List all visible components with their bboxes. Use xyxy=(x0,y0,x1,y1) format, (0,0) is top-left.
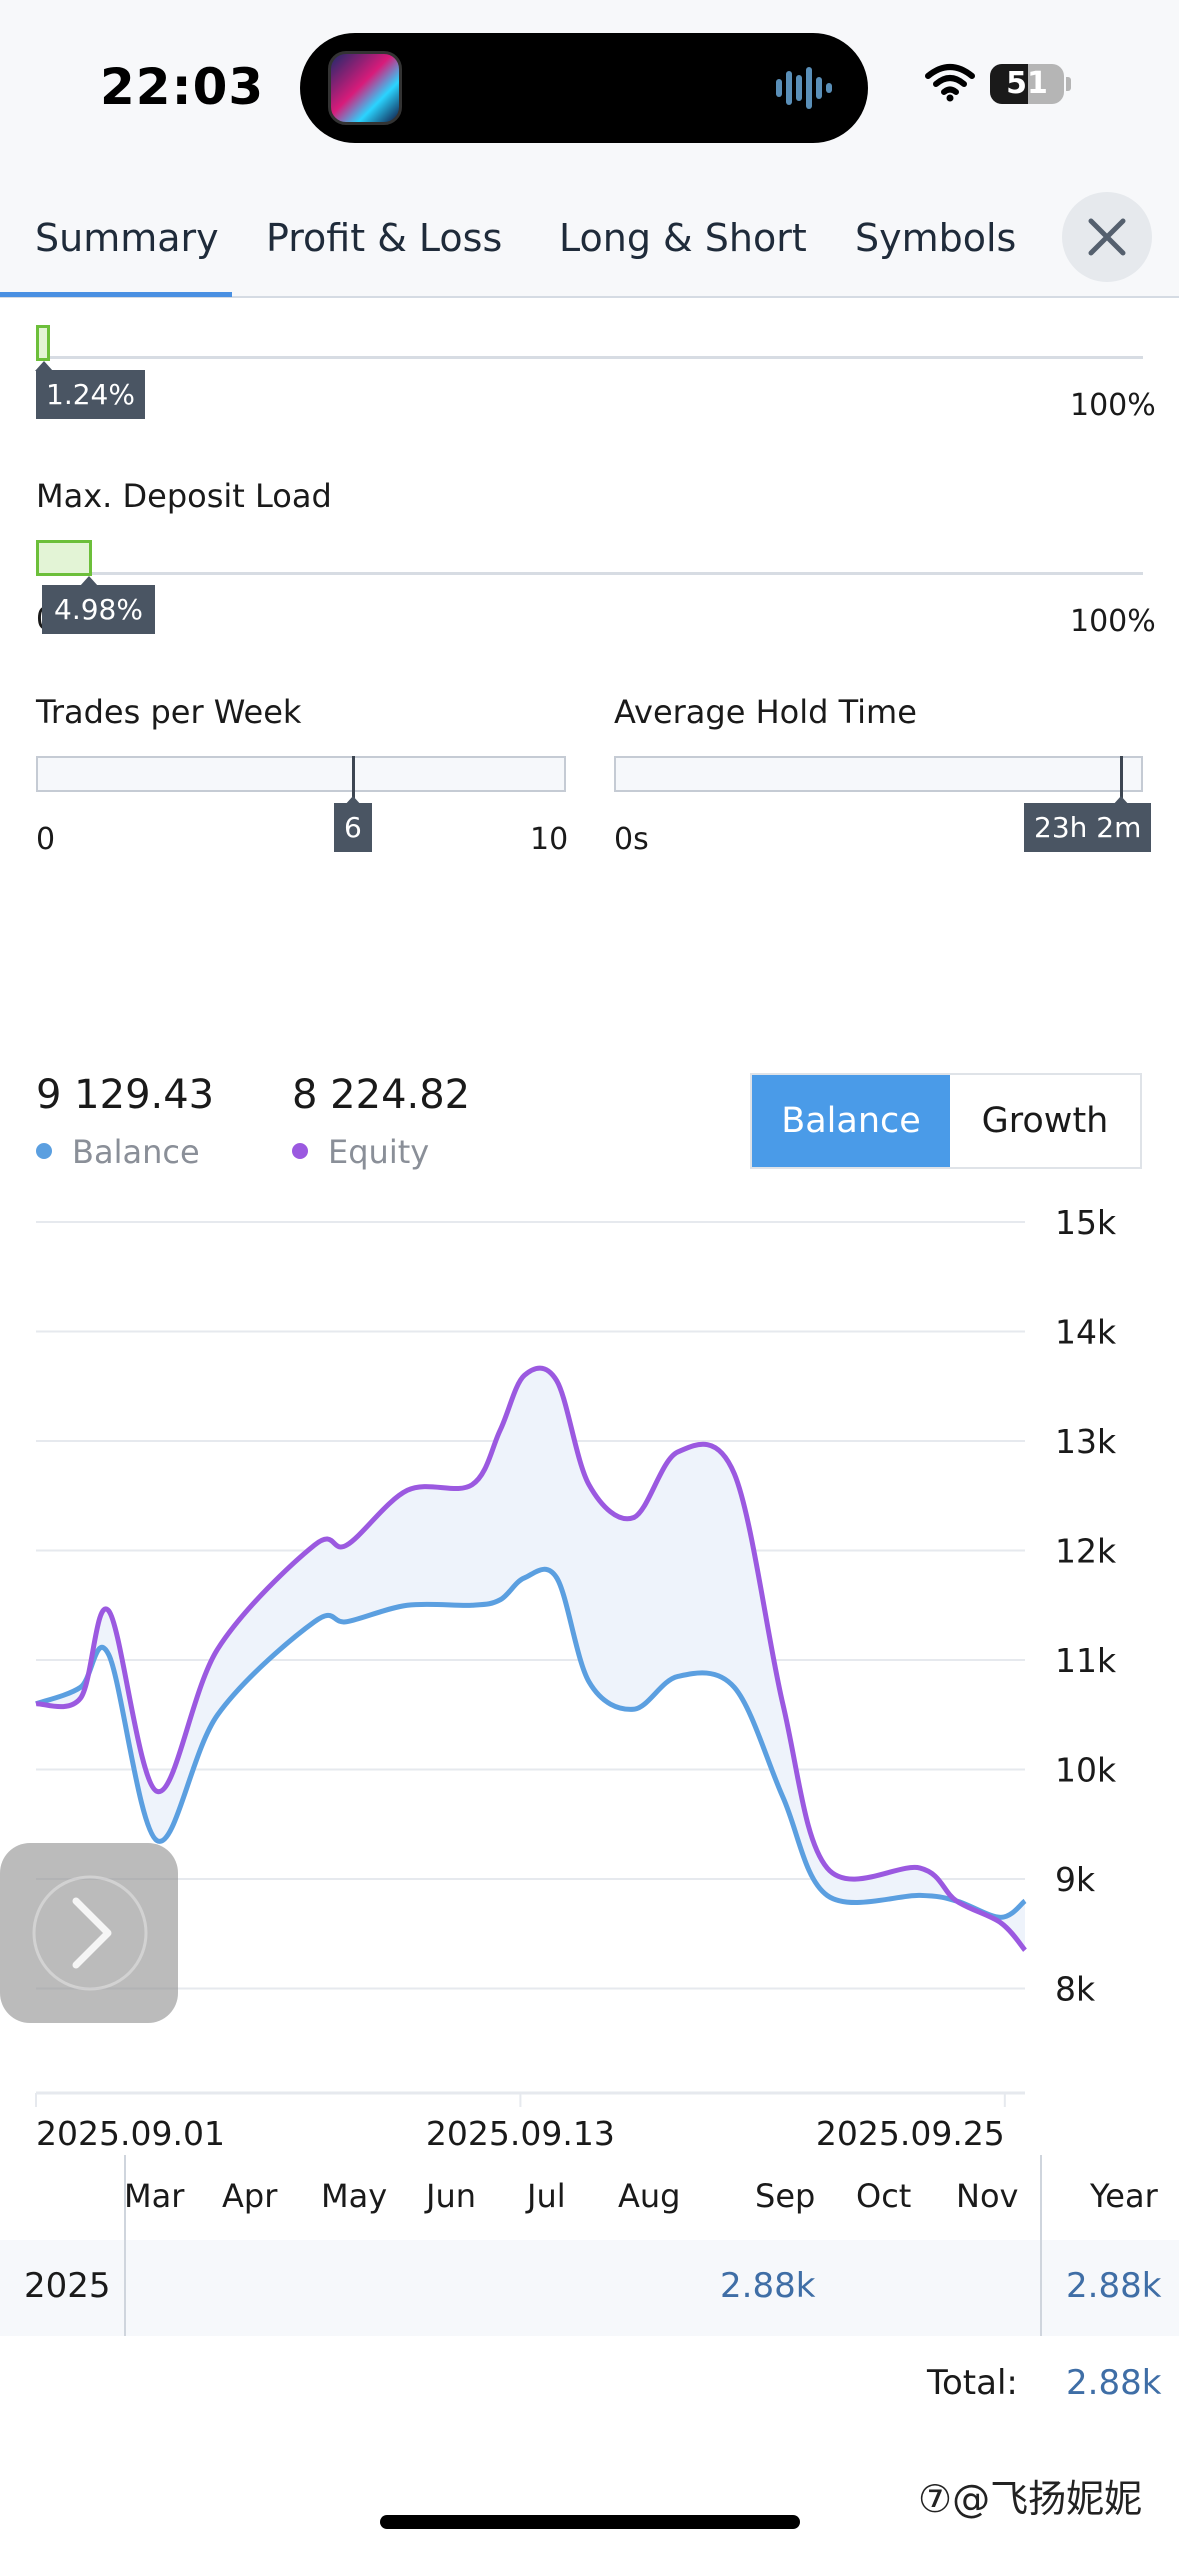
hold-time-title: Average Hold Time xyxy=(614,693,917,731)
y-tick-label: 13k xyxy=(1055,1422,1117,1461)
deposit-load-value: 4.98% xyxy=(42,585,155,634)
month-may: May xyxy=(321,2177,388,2215)
watermark: ⑦@飞扬妮妮 xyxy=(918,2477,1143,2521)
balance-series-line xyxy=(35,1566,1027,1920)
trades-per-week-min: 0 xyxy=(36,822,56,857)
chart-mode-toggle: Balance Growth xyxy=(750,1073,1142,1169)
y-tick-label: 11k xyxy=(1055,1641,1117,1680)
top-metric-value: 1.24% xyxy=(36,370,145,419)
y-tick-label: 14k xyxy=(1055,1313,1117,1352)
row-year-total[interactable]: 2.88k xyxy=(1066,2266,1162,2306)
trades-per-week-title: Trades per Week xyxy=(36,693,302,731)
y-tick-label: 9k xyxy=(1055,1860,1096,1899)
deposit-load-fill xyxy=(36,540,92,576)
equity-series-line xyxy=(35,1365,1027,1952)
deposit-load-track xyxy=(36,572,1143,575)
top-metric-max: 100% xyxy=(1070,388,1156,423)
active-tab-indicator xyxy=(0,292,232,297)
battery-icon: 51 xyxy=(990,64,1071,104)
hold-time-marker xyxy=(1120,756,1123,798)
month-aug: Aug xyxy=(618,2177,681,2215)
y-tick-label: 10k xyxy=(1055,1751,1117,1790)
balance-equity-chart: 15k 14k 13k 12k 11k 10k 9k 8k 2025.09.01 2025.09.… xyxy=(35,1203,1117,2153)
app-icon xyxy=(328,51,402,125)
close-button[interactable] xyxy=(1062,192,1152,282)
month-sep: Sep xyxy=(755,2177,816,2215)
deposit-load-max: 100% xyxy=(1070,604,1156,639)
x-tick-label: 2025.09.01 xyxy=(36,2114,225,2153)
tab-long-short[interactable]: Long & Short xyxy=(559,216,807,260)
trades-per-week-value: 6 xyxy=(334,803,372,852)
status-time: 22:03 xyxy=(100,58,265,116)
y-tick-label: 15k xyxy=(1055,1203,1117,1242)
row-sep-value[interactable]: 2.88k xyxy=(720,2266,816,2306)
tab-bar: Summary Profit & Loss Long & Short Symbo… xyxy=(0,170,1179,298)
equity-value: 8 224.82 xyxy=(292,1072,471,1118)
toggle-balance-button[interactable]: Balance xyxy=(752,1075,950,1167)
deposit-load-title: Max. Deposit Load xyxy=(36,477,332,515)
chevron-right-icon xyxy=(32,1875,148,1991)
trades-per-week-marker xyxy=(352,756,355,798)
balance-dot-icon xyxy=(36,1143,52,1159)
legend-equity: Equity xyxy=(292,1133,429,1171)
legend-balance-label: Balance xyxy=(72,1133,200,1171)
trades-per-week-max: 10 xyxy=(530,822,569,857)
dynamic-island xyxy=(300,33,868,143)
close-icon xyxy=(1088,218,1126,256)
audio-wave-icon xyxy=(776,67,832,109)
top-metric-track xyxy=(36,356,1143,359)
hold-time-value: 23h 2m xyxy=(1024,803,1152,852)
top-metric-fill xyxy=(36,325,50,361)
total-label: Total: xyxy=(927,2363,1018,2403)
battery-fill xyxy=(990,64,1028,104)
trades-per-week-track xyxy=(36,756,566,792)
tab-symbols[interactable]: Symbols xyxy=(855,216,1017,260)
tab-profit-loss[interactable]: Profit & Loss xyxy=(266,216,503,260)
y-tick-label: 12k xyxy=(1055,1532,1117,1571)
battery-percent: 51 xyxy=(1006,66,1048,101)
toggle-growth-button[interactable]: Growth xyxy=(981,1101,1109,1141)
equity-balance-area xyxy=(36,1368,1025,1951)
x-tick-label: 2025.09.25 xyxy=(816,2114,1005,2153)
equity-dot-icon xyxy=(292,1143,308,1159)
row-year: 2025 xyxy=(24,2266,111,2306)
floating-expand-button[interactable] xyxy=(0,1843,178,2023)
hold-time-min: 0s xyxy=(614,822,649,857)
hold-time-track xyxy=(614,756,1143,792)
x-tick-label: 2025.09.13 xyxy=(426,2114,615,2153)
home-indicator xyxy=(380,2515,800,2529)
legend-equity-label: Equity xyxy=(328,1133,430,1171)
month-mar: Mar xyxy=(124,2177,185,2215)
total-value: 2.88k xyxy=(1066,2363,1162,2403)
month-apr: Apr xyxy=(222,2177,278,2215)
month-jul: Jul xyxy=(527,2177,566,2215)
y-tick-label: 8k xyxy=(1055,1970,1096,2009)
month-nov: Nov xyxy=(956,2177,1019,2215)
table-row: 2025 2.88k 2.88k xyxy=(0,2240,1179,2336)
legend-balance: Balance xyxy=(36,1133,200,1171)
balance-value: 9 129.43 xyxy=(36,1072,215,1118)
tab-summary[interactable]: Summary xyxy=(35,216,219,260)
year-header: Year xyxy=(1090,2177,1158,2215)
wifi-icon xyxy=(925,64,975,102)
month-oct: Oct xyxy=(856,2177,912,2215)
month-jun: Jun xyxy=(426,2177,476,2215)
status-bar: 22:03 51 xyxy=(0,0,1179,170)
